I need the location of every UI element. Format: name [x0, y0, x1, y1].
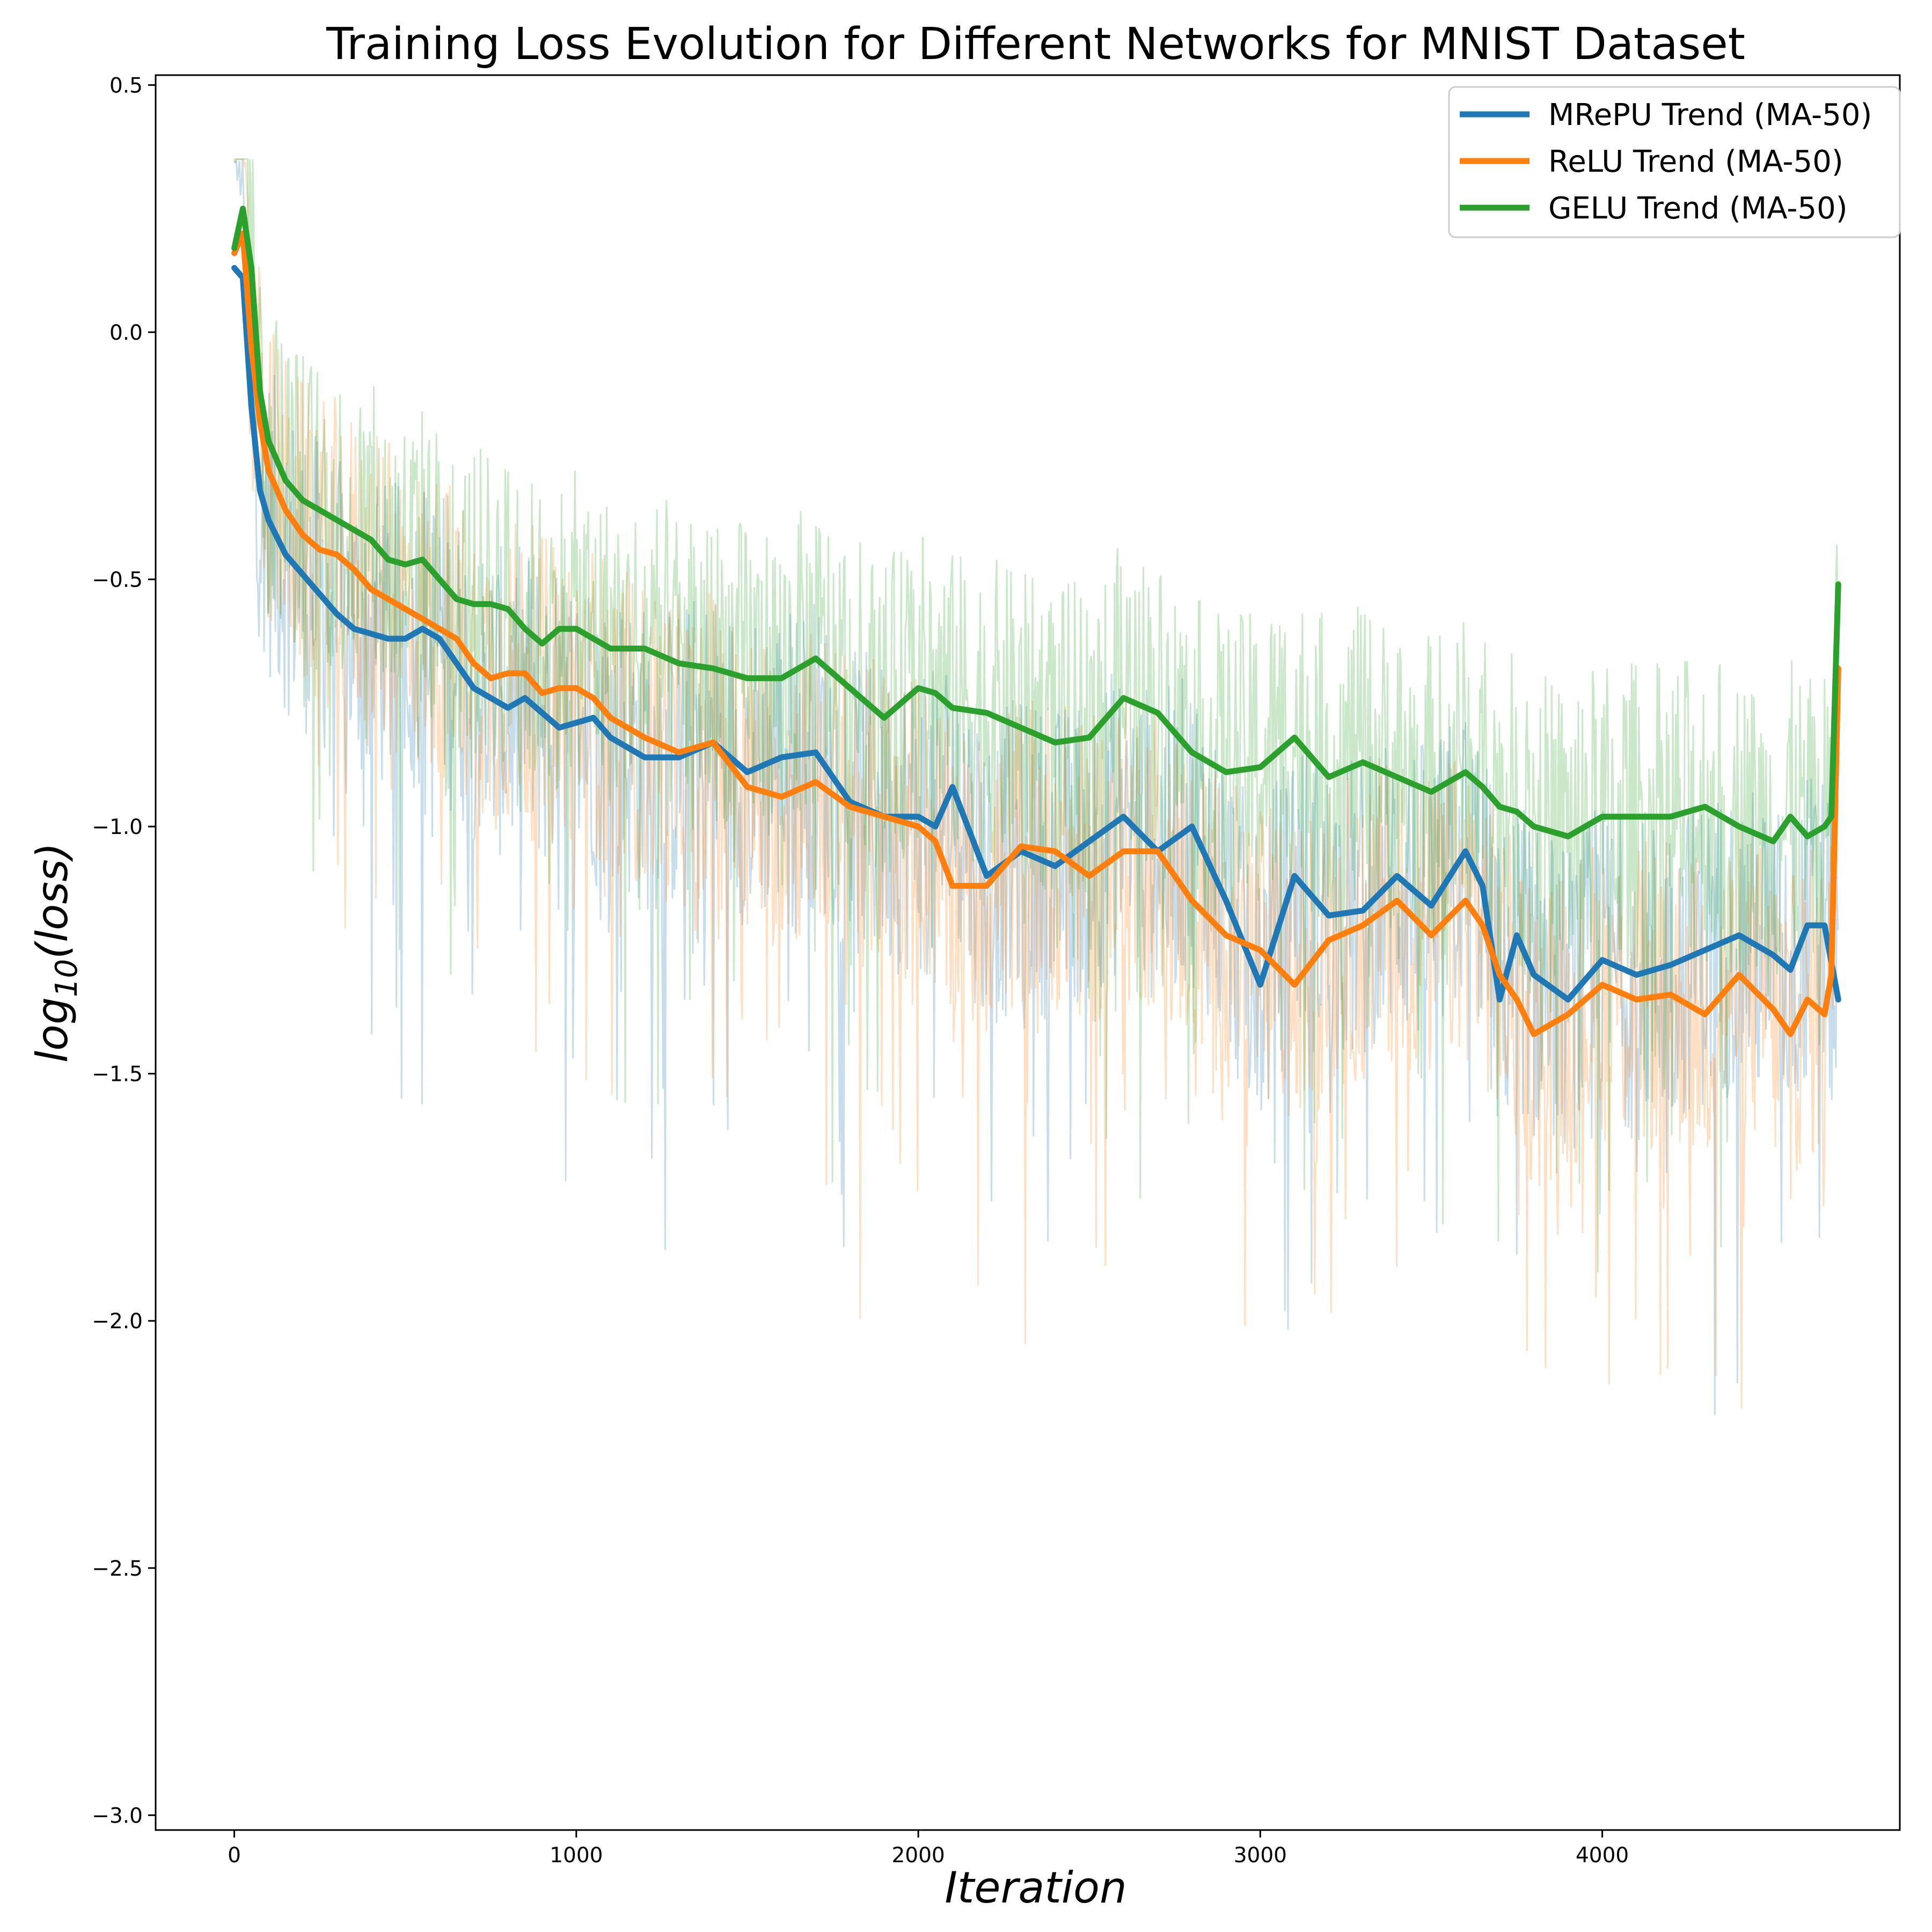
raw-loss-2 — [233, 158, 1839, 1272]
x-tick-label: 1000 — [550, 1843, 603, 1868]
y-axis-label-subscript: 10 — [49, 959, 84, 997]
x-tick-label: 4000 — [1576, 1843, 1629, 1868]
trend-line-1 — [231, 230, 1841, 1037]
y-tick-label: 0.5 — [109, 74, 143, 98]
y-axis-label-argument: (loss) — [27, 843, 77, 959]
y-tick-label: 0.0 — [109, 321, 143, 345]
legend-label-gelu: GELU Trend (MA-50) — [1548, 191, 1848, 226]
raw-loss-1 — [234, 158, 1839, 1409]
y-axis-ticks: 0.5 0.0 −0.5 −1.0 −1.5 −2.0 −2.5 −3.0 — [92, 74, 156, 1828]
x-tick-label: 3000 — [1234, 1843, 1287, 1868]
legend-label-relu: ReLU Trend (MA-50) — [1548, 144, 1843, 179]
y-axis-label-base: log — [27, 997, 77, 1063]
raw-loss-layer — [233, 158, 1839, 1415]
trend-line-0 — [231, 265, 1841, 1002]
axes-frame — [155, 74, 1901, 1831]
y-tick-label: −0.5 — [92, 568, 143, 592]
chart-title: Training Loss Evolution for Different Ne… — [326, 19, 1745, 70]
legend-label-mrepu: MRePU Trend (MA-50) — [1548, 98, 1872, 133]
legend-box — [1448, 86, 1901, 238]
y-tick-label: −2.5 — [92, 1557, 143, 1581]
x-tick-label: 0 — [228, 1843, 241, 1868]
y-tick-label: −3.0 — [92, 1804, 143, 1828]
x-axis-ticks: 0 1000 2000 3000 4000 — [228, 1830, 1629, 1868]
x-tick-label: 2000 — [891, 1843, 945, 1868]
y-axis-label: log10(loss) — [27, 843, 84, 1063]
legend: MRePU Trend (MA-50) ReLU Trend (MA-50) G… — [1448, 86, 1901, 238]
y-tick-label: −2.0 — [92, 1309, 143, 1334]
raw-loss-0 — [233, 159, 1839, 1415]
trend-line-2 — [231, 206, 1841, 845]
y-tick-label: −1.5 — [92, 1063, 143, 1087]
x-axis-label: Iteration — [945, 1863, 1126, 1913]
trend-lines-layer — [231, 206, 1841, 1037]
y-tick-label: −1.0 — [92, 815, 143, 839]
